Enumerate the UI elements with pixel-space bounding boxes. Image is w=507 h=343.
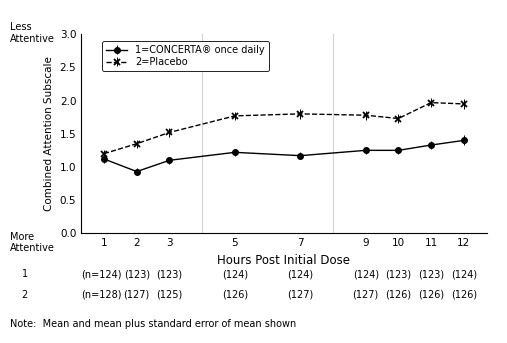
Text: (126): (126) (451, 290, 477, 300)
Text: (123): (123) (385, 269, 412, 279)
Text: (123): (123) (418, 269, 444, 279)
Text: 1: 1 (22, 269, 28, 279)
Text: (124): (124) (222, 269, 248, 279)
Legend: 1=CONCERTA® once daily, 2=Placebo: 1=CONCERTA® once daily, 2=Placebo (102, 41, 269, 71)
Text: (124): (124) (287, 269, 313, 279)
Text: (126): (126) (385, 290, 412, 300)
Text: (126): (126) (418, 290, 444, 300)
Text: Note:  Mean and mean plus standard error of mean shown: Note: Mean and mean plus standard error … (10, 319, 297, 329)
Text: (127): (127) (287, 290, 313, 300)
Text: Less
Attentive: Less Attentive (10, 22, 55, 44)
Text: (127): (127) (352, 290, 379, 300)
Y-axis label: Combined Attention Subscale: Combined Attention Subscale (44, 56, 54, 211)
Text: (123): (123) (124, 269, 150, 279)
Text: (127): (127) (124, 290, 150, 300)
Text: (124): (124) (451, 269, 477, 279)
Text: (123): (123) (156, 269, 183, 279)
Text: (126): (126) (222, 290, 248, 300)
Text: (124): (124) (353, 269, 379, 279)
Text: (n=128): (n=128) (81, 290, 122, 300)
Text: (125): (125) (156, 290, 183, 300)
Text: More
Attentive: More Attentive (10, 232, 55, 253)
X-axis label: Hours Post Initial Dose: Hours Post Initial Dose (218, 254, 350, 267)
Text: 2: 2 (22, 290, 28, 300)
Text: (n=124): (n=124) (81, 269, 122, 279)
